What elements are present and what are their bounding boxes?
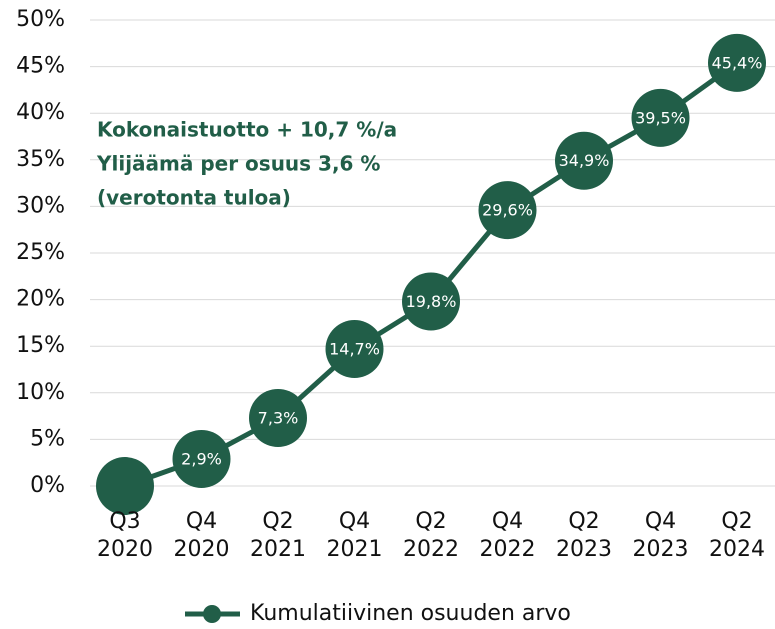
y-tick-label: 10% — [16, 380, 65, 405]
data-label: 39,5% — [635, 108, 686, 127]
x-tick-label: Q4 2023 — [632, 509, 689, 562]
y-tick-label: 25% — [16, 240, 65, 265]
marker — [631, 88, 690, 147]
data-label: 14,7% — [329, 339, 380, 358]
annotation: (verotonta tuloa) — [97, 186, 291, 210]
annotation: Ylijäämä per osuus 3,6 % — [96, 152, 380, 176]
y-tick-label: 30% — [16, 193, 65, 218]
y-tick-label: 5% — [30, 426, 65, 451]
data-label: 19,8% — [406, 292, 457, 311]
data-label: 2,9% — [181, 449, 222, 468]
x-tick-label: Q2 2021 — [250, 509, 306, 562]
marker — [325, 319, 384, 378]
marker — [249, 388, 307, 447]
y-tick-label: 20% — [16, 287, 65, 312]
x-tick-label: Q2 2023 — [556, 509, 612, 562]
y-tick-label: 35% — [16, 147, 65, 172]
data-label: 29,6% — [482, 201, 533, 220]
x-tick-label: Q2 2022 — [403, 509, 459, 562]
y-tick-label: 45% — [16, 54, 65, 79]
x-tick-label: Q4 2022 — [479, 509, 536, 562]
marker — [172, 429, 231, 488]
y-tick-label: 50% — [16, 7, 65, 32]
data-label: 7,3% — [258, 408, 299, 427]
x-tick-label: Q3 2020 — [97, 509, 153, 562]
data-label: 34,9% — [559, 151, 610, 170]
y-tick-label: 15% — [16, 333, 65, 358]
annotation: Kokonaistuotto + 10,7 %/a — [97, 118, 397, 142]
legend-marker — [203, 605, 221, 623]
marker — [478, 181, 537, 240]
x-tick-label: Q2 2024 — [709, 509, 765, 562]
marker — [555, 131, 613, 190]
marker — [402, 272, 460, 331]
x-tick-label: Q4 2020 — [173, 509, 230, 562]
marker — [96, 457, 154, 515]
x-tick-label: Q4 2021 — [326, 509, 383, 562]
legend-label: Kumulatiivinen osuuden arvo — [250, 601, 571, 626]
data-label: 45,4% — [712, 53, 763, 72]
marker — [708, 33, 766, 92]
y-tick-label: 40% — [16, 100, 65, 125]
y-tick-label: 0% — [30, 473, 65, 498]
